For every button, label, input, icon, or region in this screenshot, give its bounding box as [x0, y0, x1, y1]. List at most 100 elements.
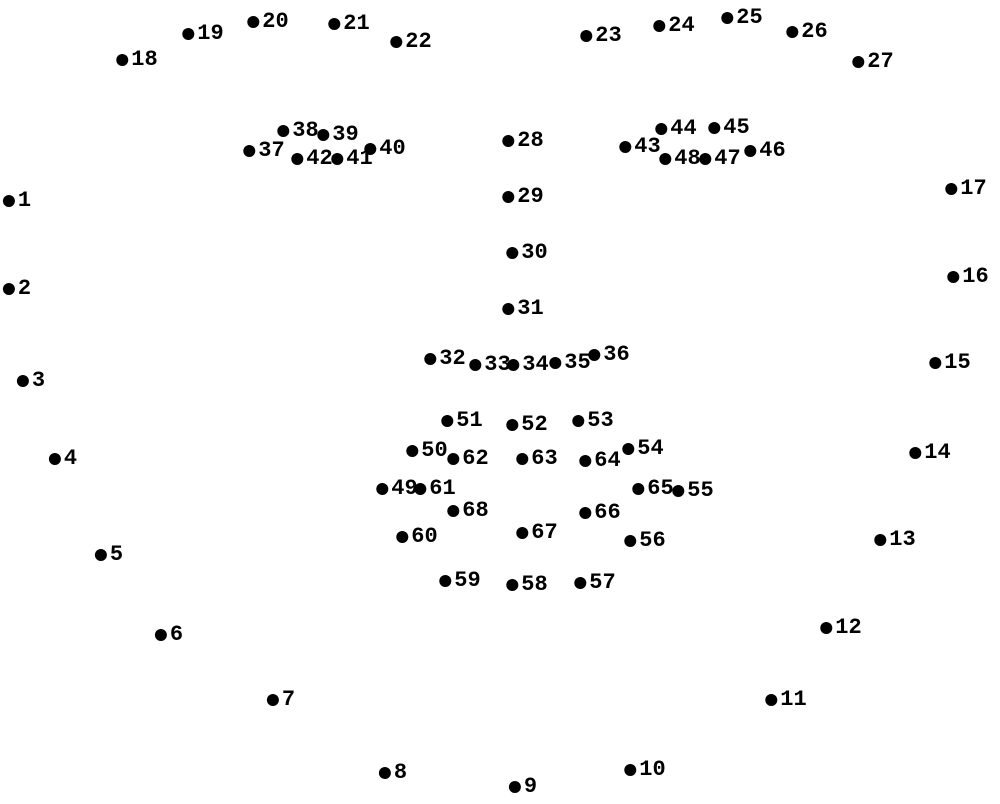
- point-label: 8: [394, 762, 407, 784]
- point-16: 16: [947, 266, 988, 288]
- dot-icon: [328, 18, 340, 30]
- point-label: 27: [867, 51, 893, 73]
- point-label: 61: [429, 478, 455, 500]
- point-34: 34: [507, 354, 548, 376]
- point-66: 66: [579, 502, 620, 524]
- dot-icon: [507, 359, 519, 371]
- point-10: 10: [624, 759, 665, 781]
- point-58: 58: [506, 574, 547, 596]
- dot-icon: [447, 453, 459, 465]
- point-54: 54: [622, 438, 663, 460]
- point-label: 12: [835, 617, 861, 639]
- point-38: 38: [277, 120, 318, 142]
- dot-icon: [182, 28, 194, 40]
- dot-icon: [243, 145, 255, 157]
- dot-icon: [549, 357, 561, 369]
- dot-icon: [439, 575, 451, 587]
- point-11: 11: [765, 689, 806, 711]
- point-label: 59: [454, 570, 480, 592]
- dot-icon: [509, 781, 521, 793]
- point-label: 32: [439, 348, 465, 370]
- point-label: 42: [306, 148, 332, 170]
- scatter-diagram: 1234567891011121314151617181920212223242…: [0, 0, 1000, 804]
- point-5: 5: [95, 544, 123, 566]
- dot-icon: [155, 629, 167, 641]
- point-label: 53: [587, 410, 613, 432]
- point-label: 56: [639, 530, 665, 552]
- point-label: 41: [346, 148, 372, 170]
- point-53: 53: [572, 410, 613, 432]
- point-label: 17: [960, 178, 986, 200]
- point-28: 28: [502, 130, 543, 152]
- point-61: 61: [414, 478, 455, 500]
- point-14: 14: [909, 442, 950, 464]
- dot-icon: [874, 534, 886, 546]
- dot-icon: [247, 16, 259, 28]
- dot-icon: [588, 349, 600, 361]
- dot-icon: [390, 36, 402, 48]
- dot-icon: [317, 129, 329, 141]
- point-42: 42: [291, 148, 332, 170]
- dot-icon: [17, 375, 29, 387]
- point-label: 67: [531, 522, 557, 544]
- dot-icon: [396, 531, 408, 543]
- point-25: 25: [721, 7, 762, 29]
- point-45: 45: [708, 117, 749, 139]
- dot-icon: [659, 153, 671, 165]
- point-41: 41: [331, 148, 372, 170]
- point-label: 58: [521, 574, 547, 596]
- point-60: 60: [396, 526, 437, 548]
- point-label: 6: [170, 624, 183, 646]
- point-55: 55: [672, 480, 713, 502]
- point-label: 7: [282, 689, 295, 711]
- point-23: 23: [580, 25, 621, 47]
- point-label: 36: [603, 344, 629, 366]
- point-51: 51: [441, 410, 482, 432]
- dot-icon: [579, 455, 591, 467]
- point-label: 39: [332, 124, 358, 146]
- point-4: 4: [49, 448, 77, 470]
- dot-icon: [506, 419, 518, 431]
- point-label: 45: [723, 117, 749, 139]
- point-57: 57: [574, 572, 615, 594]
- point-label: 14: [924, 442, 950, 464]
- point-26: 26: [786, 21, 827, 43]
- dot-icon: [379, 767, 391, 779]
- point-8: 8: [379, 762, 407, 784]
- dot-icon: [672, 485, 684, 497]
- dot-icon: [619, 141, 631, 153]
- dot-icon: [721, 12, 733, 24]
- point-19: 19: [182, 23, 223, 45]
- point-label: 20: [262, 11, 288, 33]
- point-12: 12: [820, 617, 861, 639]
- point-2: 2: [3, 278, 31, 300]
- point-39: 39: [317, 124, 358, 146]
- dot-icon: [929, 357, 941, 369]
- dot-icon: [624, 764, 636, 776]
- point-64: 64: [579, 450, 620, 472]
- point-label: 37: [258, 140, 284, 162]
- point-22: 22: [390, 31, 431, 53]
- point-50: 50: [406, 440, 447, 462]
- point-68: 68: [447, 500, 488, 522]
- dot-icon: [580, 30, 592, 42]
- point-46: 46: [744, 140, 785, 162]
- dot-icon: [506, 579, 518, 591]
- point-33: 33: [469, 354, 510, 376]
- point-label: 19: [197, 23, 223, 45]
- point-label: 63: [531, 448, 557, 470]
- point-3: 3: [17, 370, 45, 392]
- point-27: 27: [852, 51, 893, 73]
- point-49: 49: [376, 478, 417, 500]
- point-20: 20: [247, 11, 288, 33]
- point-label: 47: [714, 148, 740, 170]
- point-56: 56: [624, 530, 665, 552]
- dot-icon: [277, 125, 289, 137]
- point-label: 64: [594, 450, 620, 472]
- point-67: 67: [516, 522, 557, 544]
- point-1: 1: [3, 190, 31, 212]
- dot-icon: [624, 535, 636, 547]
- point-31: 31: [502, 298, 543, 320]
- point-label: 9: [524, 776, 537, 798]
- point-label: 1: [18, 190, 31, 212]
